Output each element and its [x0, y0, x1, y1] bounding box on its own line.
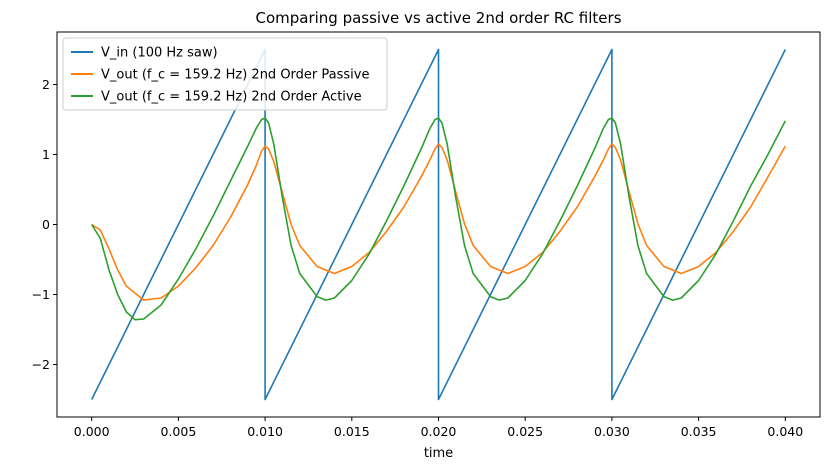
- y-tick-label: −2: [32, 357, 50, 372]
- x-tick-label: 0.035: [681, 424, 717, 439]
- x-tick-label: 0.040: [767, 424, 803, 439]
- y-tick-label: 0: [42, 217, 50, 232]
- y-tick-label: −1: [32, 287, 50, 302]
- legend-label-0: V_in (100 Hz saw): [101, 46, 218, 61]
- x-axis-ticks: 0.000 0.005 0.010 0.015 0.020 0.025 0.030 0.035…: [74, 417, 803, 439]
- x-tick-label: 0.015: [334, 424, 370, 439]
- legend-label-2: V_out (f_c = 159.2 Hz) 2nd Order Active: [101, 90, 362, 105]
- y-tick-label: 1: [42, 147, 50, 162]
- y-tick-label: 2: [42, 77, 50, 92]
- legend-box: [62, 37, 388, 111]
- legend-label-1: V_out (f_c = 159.2 Hz) 2nd Order Passive: [101, 68, 369, 83]
- x-tick-label: 0.000: [74, 424, 110, 439]
- x-axis-label: time: [424, 446, 453, 461]
- series-line-1: [91, 143, 787, 301]
- x-tick-label: 0.030: [594, 424, 630, 439]
- legend: V_in (100 Hz saw) V_out (f_c = 159.2 Hz) …: [62, 37, 388, 111]
- x-tick-label: 0.020: [421, 424, 457, 439]
- chart-title: Comparing passive vs active 2nd order RC…: [255, 9, 621, 27]
- y-axis-ticks: −2 −1 0 1 2: [32, 77, 57, 372]
- x-tick-label: 0.010: [247, 424, 283, 439]
- x-tick-label: 0.005: [160, 424, 196, 439]
- x-tick-label: 0.025: [507, 424, 543, 439]
- series-line-2: [90, 117, 787, 321]
